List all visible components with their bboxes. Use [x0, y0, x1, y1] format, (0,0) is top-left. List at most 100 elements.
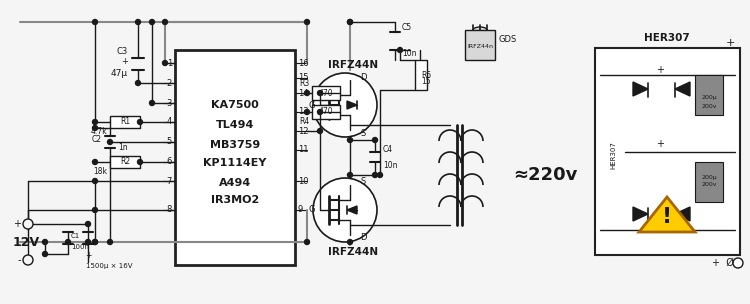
Text: +: +: [13, 219, 21, 229]
Polygon shape: [675, 207, 690, 221]
Text: C2: C2: [92, 134, 102, 143]
Text: D: D: [360, 72, 366, 81]
Text: 7: 7: [166, 177, 172, 185]
Text: R5: R5: [421, 71, 431, 80]
Circle shape: [347, 19, 352, 25]
Text: R3: R3: [298, 78, 309, 88]
Text: +: +: [85, 251, 92, 261]
Circle shape: [43, 240, 47, 244]
Text: 200μ: 200μ: [701, 95, 717, 101]
Circle shape: [377, 172, 382, 178]
Circle shape: [163, 19, 167, 25]
Text: 47μ: 47μ: [111, 70, 128, 78]
Polygon shape: [633, 82, 648, 96]
Text: 14: 14: [298, 88, 308, 98]
Text: R4: R4: [298, 118, 309, 126]
Text: R2: R2: [120, 157, 130, 167]
Bar: [110, 156, 140, 168]
Circle shape: [43, 251, 47, 257]
Polygon shape: [639, 197, 695, 232]
Text: 1500μ × 16V: 1500μ × 16V: [86, 263, 133, 269]
Text: 200μ: 200μ: [701, 174, 717, 179]
Text: IRFZ44N: IRFZ44N: [328, 247, 378, 257]
Bar: [415, 60, 427, 90]
Text: -: -: [17, 255, 21, 265]
Circle shape: [92, 240, 98, 244]
Bar: [110, 116, 140, 128]
Circle shape: [304, 19, 310, 25]
Text: 6: 6: [166, 157, 172, 167]
Text: GDS: GDS: [499, 36, 517, 44]
Text: HER307: HER307: [610, 141, 616, 169]
Bar: [595, 48, 740, 255]
Text: 200v: 200v: [701, 103, 717, 109]
Circle shape: [304, 240, 310, 244]
Bar: [465, 30, 495, 60]
Text: S: S: [360, 178, 366, 186]
Circle shape: [317, 91, 322, 95]
Circle shape: [92, 126, 98, 130]
Text: 470: 470: [319, 88, 333, 98]
Text: 12V: 12V: [13, 236, 40, 248]
Text: 470: 470: [319, 108, 333, 116]
Circle shape: [23, 219, 33, 229]
Circle shape: [107, 140, 112, 144]
Text: 1: 1: [166, 58, 172, 67]
Circle shape: [149, 19, 154, 25]
Bar: [175, 50, 295, 265]
Text: +: +: [725, 38, 735, 48]
Text: 10n: 10n: [383, 161, 398, 170]
Bar: [695, 75, 723, 115]
Text: 8: 8: [166, 206, 172, 215]
Circle shape: [347, 240, 352, 244]
Text: IR3MO2: IR3MO2: [211, 195, 260, 205]
Polygon shape: [675, 82, 690, 96]
Circle shape: [373, 172, 377, 178]
Text: 1n: 1n: [118, 143, 128, 151]
Circle shape: [347, 19, 352, 25]
Text: +  Ø: + Ø: [712, 258, 734, 268]
Text: ≈220v: ≈220v: [513, 166, 578, 184]
Circle shape: [398, 47, 403, 53]
Text: R1: R1: [120, 118, 130, 126]
Circle shape: [313, 73, 377, 137]
Circle shape: [373, 137, 377, 143]
Circle shape: [149, 101, 154, 105]
Text: 15: 15: [298, 74, 308, 82]
Text: 3: 3: [166, 98, 172, 108]
Bar: [312, 105, 340, 119]
Circle shape: [23, 255, 33, 265]
Text: 4: 4: [166, 118, 172, 126]
Circle shape: [313, 178, 377, 242]
Text: 15: 15: [421, 78, 430, 87]
Text: TL494: TL494: [216, 120, 254, 130]
Text: S: S: [360, 129, 366, 137]
Circle shape: [317, 109, 322, 115]
Circle shape: [137, 160, 142, 164]
Text: !: !: [662, 207, 672, 227]
Circle shape: [304, 109, 310, 115]
Text: A494: A494: [219, 178, 251, 188]
Text: C4: C4: [383, 144, 393, 154]
Circle shape: [92, 119, 98, 125]
Text: 100n: 100n: [71, 244, 89, 250]
Text: C5: C5: [402, 23, 412, 33]
Text: D: D: [360, 233, 366, 243]
Circle shape: [163, 60, 167, 65]
Text: 9: 9: [298, 206, 303, 215]
Circle shape: [347, 172, 352, 178]
Circle shape: [347, 137, 352, 143]
Text: 5: 5: [166, 137, 172, 147]
Ellipse shape: [473, 27, 487, 33]
Text: +: +: [122, 57, 128, 67]
Text: 10n: 10n: [402, 50, 416, 58]
Text: IRFZ44n: IRFZ44n: [467, 43, 493, 49]
Polygon shape: [347, 206, 357, 214]
Text: KP1114EY: KP1114EY: [203, 158, 267, 168]
Text: HER307: HER307: [644, 33, 690, 43]
Text: C1: C1: [71, 233, 80, 239]
Text: +: +: [656, 65, 664, 75]
Text: 13: 13: [298, 108, 309, 116]
Circle shape: [107, 240, 112, 244]
Text: 10: 10: [298, 177, 308, 185]
